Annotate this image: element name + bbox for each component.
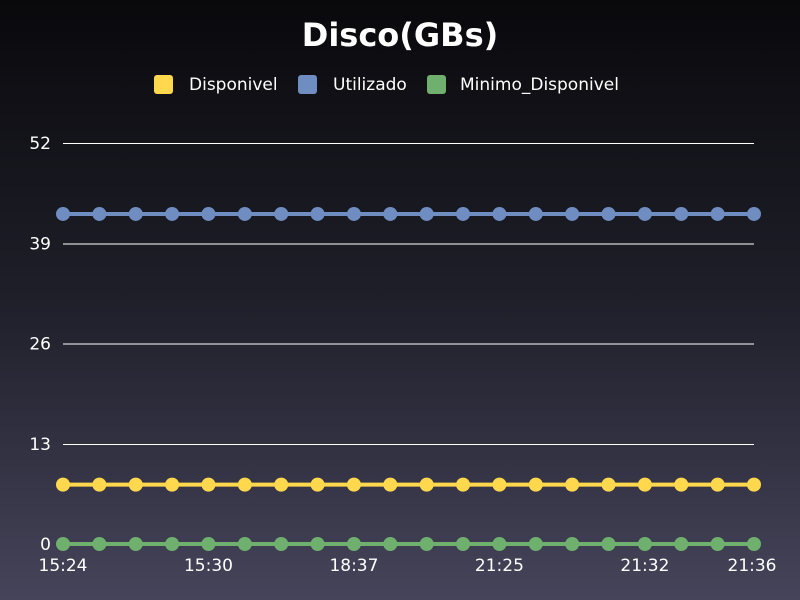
data-point-minimo-disponivel-18 (710, 537, 725, 551)
data-point-utilizado-5 (237, 206, 252, 221)
data-point-minimo-disponivel-7 (310, 537, 325, 551)
data-point-utilizado-9 (383, 206, 398, 221)
data-point-disponivel-12 (492, 477, 507, 492)
data-point-disponivel-3 (165, 477, 180, 492)
data-point-minimo-disponivel-1 (92, 537, 107, 551)
data-point-disponivel-8 (346, 477, 361, 492)
legend-label-disponivel: Disponivel (189, 75, 278, 95)
y-tick-label-13: 13 (29, 435, 51, 455)
data-point-utilizado-14 (565, 206, 580, 221)
data-point-minimo-disponivel-11 (456, 537, 471, 551)
x-tick-label-1524: 15:24 (39, 556, 88, 576)
data-point-disponivel-1 (92, 477, 107, 492)
y-axis: 0 13 26 39 52 (29, 134, 51, 555)
data-point-disponivel-13 (528, 477, 543, 492)
data-point-minimo-disponivel-0 (56, 537, 70, 551)
data-point-disponivel-19 (747, 477, 761, 492)
data-point-minimo-disponivel-4 (201, 537, 216, 551)
data-point-disponivel-11 (456, 477, 471, 492)
data-point-disponivel-9 (383, 477, 398, 492)
data-point-minimo-disponivel-14 (565, 537, 580, 551)
data-point-utilizado-1 (92, 206, 107, 221)
data-point-disponivel-17 (674, 477, 689, 492)
data-point-utilizado-12 (492, 206, 507, 221)
data-point-utilizado-15 (601, 206, 616, 221)
data-point-disponivel-4 (201, 477, 216, 492)
data-point-disponivel-15 (601, 477, 616, 492)
x-tick-label-1530: 15:30 (184, 556, 233, 576)
x-tick-label-2125: 21:25 (475, 556, 524, 576)
y-tick-label-39: 39 (29, 234, 51, 254)
y-tick-label-52: 52 (29, 134, 51, 154)
data-point-disponivel-16 (637, 477, 652, 492)
legend-label-utilizado: Utilizado (333, 75, 407, 95)
x-tick-label-2136: 21:36 (728, 556, 777, 576)
data-point-utilizado-18 (710, 206, 725, 221)
y-tick-label-0: 0 (40, 535, 51, 555)
y-tick-label-26: 26 (29, 335, 51, 355)
legend-swatch-utilizado (298, 75, 317, 94)
data-point-disponivel-14 (565, 477, 580, 492)
data-point-utilizado-6 (274, 206, 289, 221)
data-point-utilizado-3 (165, 206, 180, 221)
data-point-minimo-disponivel-12 (492, 537, 507, 551)
data-point-minimo-disponivel-10 (419, 537, 434, 551)
data-point-minimo-disponivel-19 (747, 537, 761, 551)
data-point-minimo-disponivel-17 (674, 537, 689, 551)
data-point-minimo-disponivel-8 (346, 537, 361, 551)
x-axis: 15:24 15:30 18:37 21:25 21:32 21:36 (39, 556, 777, 576)
data-point-minimo-disponivel-6 (274, 537, 289, 551)
data-point-minimo-disponivel-2 (128, 537, 143, 551)
data-point-disponivel-7 (310, 477, 325, 492)
data-point-utilizado-4 (201, 206, 216, 221)
data-point-minimo-disponivel-5 (237, 537, 252, 551)
data-point-utilizado-2 (128, 206, 143, 221)
chart-title: Disco(GBs) (302, 16, 498, 54)
data-point-utilizado-7 (310, 206, 325, 221)
data-point-disponivel-18 (710, 477, 725, 492)
data-point-minimo-disponivel-15 (601, 537, 616, 551)
x-tick-label-2132: 21:32 (620, 556, 669, 576)
data-point-minimo-disponivel-9 (383, 537, 398, 551)
data-point-utilizado-16 (637, 206, 652, 221)
data-point-disponivel-5 (237, 477, 252, 492)
data-point-utilizado-8 (346, 206, 361, 221)
data-point-utilizado-19 (747, 206, 761, 221)
x-tick-label-1837: 18:37 (329, 556, 378, 576)
data-point-disponivel-0 (56, 477, 70, 492)
data-point-utilizado-11 (456, 206, 471, 221)
legend-swatch-minimo-disponivel (427, 75, 446, 94)
series-group (56, 206, 761, 551)
data-point-minimo-disponivel-16 (637, 537, 652, 551)
grid (63, 143, 754, 445)
data-point-utilizado-0 (56, 206, 70, 221)
data-point-utilizado-10 (419, 206, 434, 221)
data-point-disponivel-10 (419, 477, 434, 492)
data-point-disponivel-6 (274, 477, 289, 492)
data-point-minimo-disponivel-3 (165, 537, 180, 551)
legend: Disponivel Utilizado Minimo_Disponivel (154, 75, 619, 95)
legend-swatch-disponivel (154, 75, 173, 94)
data-point-disponivel-2 (128, 477, 143, 492)
legend-label-minimo-disponivel: Minimo_Disponivel (460, 75, 619, 95)
data-point-utilizado-17 (674, 206, 689, 221)
data-point-minimo-disponivel-13 (528, 537, 543, 551)
data-point-utilizado-13 (528, 206, 543, 221)
